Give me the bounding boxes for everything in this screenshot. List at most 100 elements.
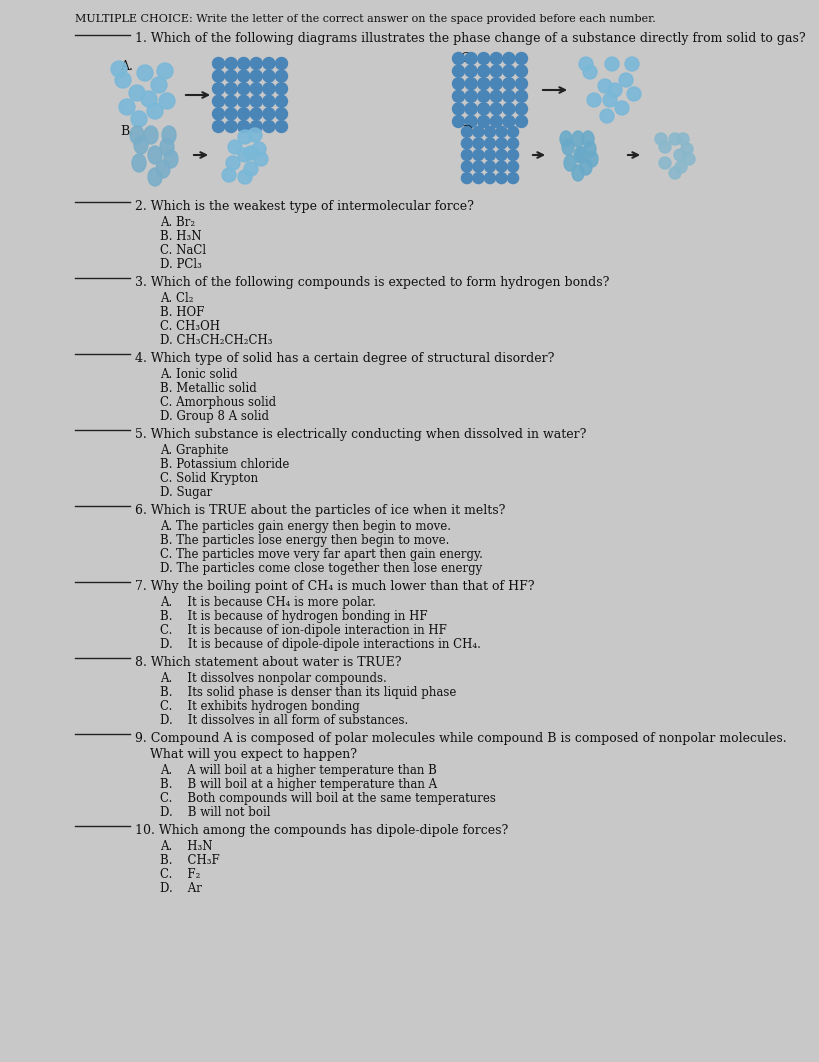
Circle shape xyxy=(508,138,518,149)
Circle shape xyxy=(683,153,695,165)
Circle shape xyxy=(491,65,502,78)
Circle shape xyxy=(659,157,671,169)
Circle shape xyxy=(238,170,252,184)
Circle shape xyxy=(159,93,175,109)
Circle shape xyxy=(461,126,473,137)
Circle shape xyxy=(627,87,641,101)
Ellipse shape xyxy=(572,131,584,147)
Text: A.    A will boil at a higher temperature than B: A. A will boil at a higher temperature t… xyxy=(160,764,437,777)
Text: 4. Which type of solid has a certain degree of structural disorder?: 4. Which type of solid has a certain deg… xyxy=(135,352,554,365)
Circle shape xyxy=(485,150,495,160)
Circle shape xyxy=(496,173,507,184)
Text: C.    F₂: C. F₂ xyxy=(160,868,201,881)
Text: C. The particles move very far apart then gain energy.: C. The particles move very far apart the… xyxy=(160,548,483,561)
Text: 9. Compound A is composed of polar molecules while compound B is composed of non: 9. Compound A is composed of polar molec… xyxy=(135,732,786,746)
Circle shape xyxy=(477,116,490,127)
Circle shape xyxy=(508,161,518,172)
Circle shape xyxy=(515,103,527,115)
Text: B.    CH₃F: B. CH₃F xyxy=(160,854,219,867)
Text: 7. Why the boiling point of CH₄ is much lower than that of HF?: 7. Why the boiling point of CH₄ is much … xyxy=(135,580,535,593)
Circle shape xyxy=(587,93,601,107)
Circle shape xyxy=(603,93,617,107)
Circle shape xyxy=(453,52,464,65)
Circle shape xyxy=(251,70,262,82)
Text: A. Cl₂: A. Cl₂ xyxy=(160,292,193,305)
Circle shape xyxy=(465,116,477,127)
Circle shape xyxy=(465,90,477,102)
Circle shape xyxy=(583,65,597,79)
Circle shape xyxy=(251,83,262,95)
Text: B. HOF: B. HOF xyxy=(160,306,205,319)
Text: D. Sugar: D. Sugar xyxy=(160,486,212,499)
Circle shape xyxy=(625,57,639,71)
Circle shape xyxy=(496,126,507,137)
Circle shape xyxy=(461,150,473,160)
Ellipse shape xyxy=(560,131,572,147)
Circle shape xyxy=(473,138,484,149)
Circle shape xyxy=(677,133,689,145)
Circle shape xyxy=(225,83,237,95)
Circle shape xyxy=(515,52,527,65)
Circle shape xyxy=(248,129,262,142)
Circle shape xyxy=(222,168,236,182)
Text: C.    Both compounds will boil at the same temperatures: C. Both compounds will boil at the same … xyxy=(160,792,495,805)
Circle shape xyxy=(579,57,593,71)
Ellipse shape xyxy=(148,145,162,164)
Circle shape xyxy=(655,133,667,145)
Ellipse shape xyxy=(156,160,170,178)
Text: D.    It dissolves in all form of substances.: D. It dissolves in all form of substance… xyxy=(160,714,408,727)
Circle shape xyxy=(212,120,224,133)
Circle shape xyxy=(131,112,147,127)
Circle shape xyxy=(238,120,250,133)
Circle shape xyxy=(465,52,477,65)
Circle shape xyxy=(453,65,464,78)
Ellipse shape xyxy=(576,147,588,162)
Circle shape xyxy=(485,138,495,149)
Text: A.    It dissolves nonpolar compounds.: A. It dissolves nonpolar compounds. xyxy=(160,672,387,685)
Circle shape xyxy=(238,96,250,107)
Circle shape xyxy=(508,126,518,137)
Circle shape xyxy=(238,83,250,95)
Text: C. NaCl: C. NaCl xyxy=(160,244,206,257)
Circle shape xyxy=(503,90,515,102)
Circle shape xyxy=(157,63,173,79)
Circle shape xyxy=(251,108,262,120)
Text: A. Ionic solid: A. Ionic solid xyxy=(160,369,238,381)
Ellipse shape xyxy=(580,159,592,175)
Circle shape xyxy=(225,70,237,82)
Circle shape xyxy=(477,78,490,89)
Text: 3. Which of the following compounds is expected to form hydrogen bonds?: 3. Which of the following compounds is e… xyxy=(135,276,609,289)
Text: D.: D. xyxy=(462,125,476,138)
Circle shape xyxy=(473,126,484,137)
Text: 5. Which substance is electrically conducting when dissolved in water?: 5. Which substance is electrically condu… xyxy=(135,428,586,441)
Circle shape xyxy=(515,90,527,102)
Circle shape xyxy=(491,116,502,127)
Text: C. CH₃OH: C. CH₃OH xyxy=(160,320,220,333)
Text: 2. Which is the weakest type of intermolecular force?: 2. Which is the weakest type of intermol… xyxy=(135,200,474,213)
Text: B.    It is because of hydrogen bonding in HF: B. It is because of hydrogen bonding in … xyxy=(160,610,428,623)
Circle shape xyxy=(111,61,127,78)
Circle shape xyxy=(485,161,495,172)
Circle shape xyxy=(151,78,167,93)
Circle shape xyxy=(275,96,287,107)
Circle shape xyxy=(212,57,224,69)
Circle shape xyxy=(503,116,515,127)
Circle shape xyxy=(238,148,252,162)
Text: 1. Which of the following diagrams illustrates the phase change of a substance d: 1. Which of the following diagrams illus… xyxy=(135,32,806,45)
Circle shape xyxy=(503,52,515,65)
Circle shape xyxy=(238,70,250,82)
Circle shape xyxy=(453,90,464,102)
Circle shape xyxy=(254,152,268,166)
Circle shape xyxy=(275,83,287,95)
Circle shape xyxy=(129,85,145,101)
Text: D.    It is because of dipole-dipole interactions in CH₄.: D. It is because of dipole-dipole intera… xyxy=(160,638,481,651)
Circle shape xyxy=(515,116,527,127)
Circle shape xyxy=(263,83,275,95)
Circle shape xyxy=(496,138,507,149)
Circle shape xyxy=(226,156,240,170)
Circle shape xyxy=(477,103,490,115)
Circle shape xyxy=(485,173,495,184)
Text: C. Amorphous solid: C. Amorphous solid xyxy=(160,396,276,409)
Ellipse shape xyxy=(572,165,584,181)
Circle shape xyxy=(605,57,619,71)
